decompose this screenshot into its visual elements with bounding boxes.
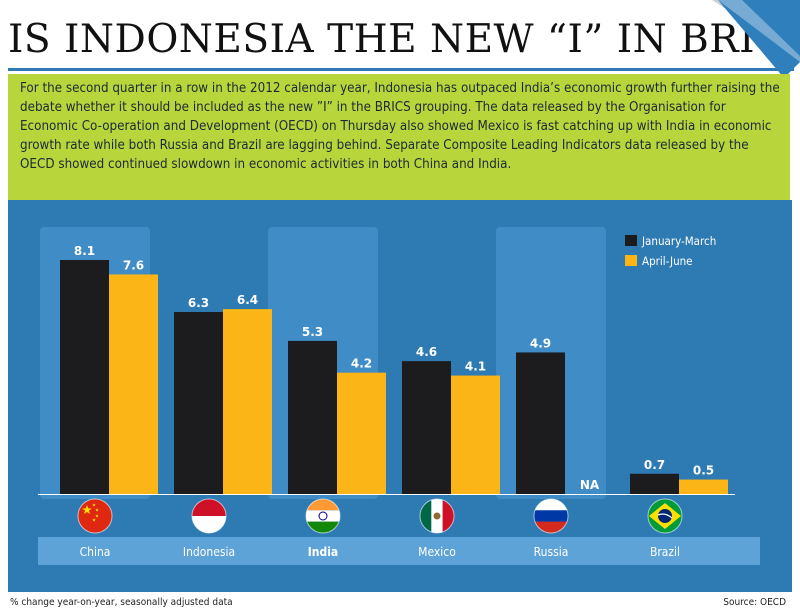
legend-swatch-series-2 [625, 255, 637, 266]
bar-mexico-series-1 [402, 361, 451, 494]
value-label-china-series-1: 8.1 [74, 244, 95, 258]
legend-label-series-2: April-June [642, 254, 693, 268]
value-label-russia-series-1: 4.9 [530, 336, 551, 350]
page-title: IS INDONESIA THE NEW “I” IN BRICS? [8, 17, 800, 62]
source-note: Source: OECD [723, 597, 786, 608]
legend-swatch-series-1 [625, 235, 637, 246]
bar-mexico-series-2 [451, 375, 500, 494]
category-label-russia: Russia [534, 545, 569, 559]
bar-russia-series-1 [516, 352, 565, 494]
category-label-strip [38, 537, 760, 565]
bar-china-series-1 [60, 260, 109, 494]
category-label-china: China [80, 545, 111, 559]
bar-brazil-series-1 [630, 473, 679, 494]
legend: January-March April-June [625, 234, 716, 268]
value-label-indonesia-series-1: 6.3 [188, 296, 209, 310]
value-label-india-series-1: 5.3 [302, 325, 323, 339]
bar-china-series-2 [109, 274, 158, 494]
value-label-china-series-2: 7.6 [123, 258, 144, 272]
value-label-brazil-series-1: 0.7 [644, 458, 665, 472]
category-label-indonesia: Indonesia [183, 545, 235, 559]
china-flag-icon [77, 498, 113, 534]
title-rule [8, 68, 794, 71]
bar-brazil-series-2 [679, 479, 728, 494]
category-label-mexico: Mexico [418, 545, 456, 559]
bar-india-series-2 [337, 372, 386, 494]
value-label-russia-series-2: NA [580, 478, 600, 492]
value-label-indonesia-series-2: 6.4 [237, 293, 258, 307]
category-label-brazil: Brazil [650, 545, 680, 559]
russia-flag-icon [533, 498, 569, 534]
value-label-india-series-2: 4.2 [351, 357, 372, 371]
india-flag-icon [305, 498, 341, 534]
intro-paragraph: For the second quarter in a row in the 2… [8, 74, 790, 200]
bar-chart: 8.1 6.3 5.3 4.6 4.9 0.7 7.6 6.4 4.2 4.1 NA 0.5 Janua… [8, 200, 792, 592]
legend-label-series-1: January-March [641, 234, 716, 248]
category-label-india: India [308, 545, 338, 559]
bar-indonesia-series-1 [174, 312, 223, 494]
value-label-brazil-series-2: 0.5 [693, 464, 714, 478]
brazil-flag-icon [647, 498, 683, 534]
mexico-flag-icon [419, 498, 455, 534]
page-curl-icon [712, 0, 800, 78]
indonesia-flag-icon [191, 498, 227, 534]
footnote: % change year-on-year, seasonally adjust… [10, 597, 233, 608]
bar-india-series-1 [288, 340, 337, 494]
bar-indonesia-series-2 [223, 309, 272, 494]
value-label-mexico-series-2: 4.1 [465, 360, 486, 374]
value-label-mexico-series-1: 4.6 [416, 345, 437, 359]
